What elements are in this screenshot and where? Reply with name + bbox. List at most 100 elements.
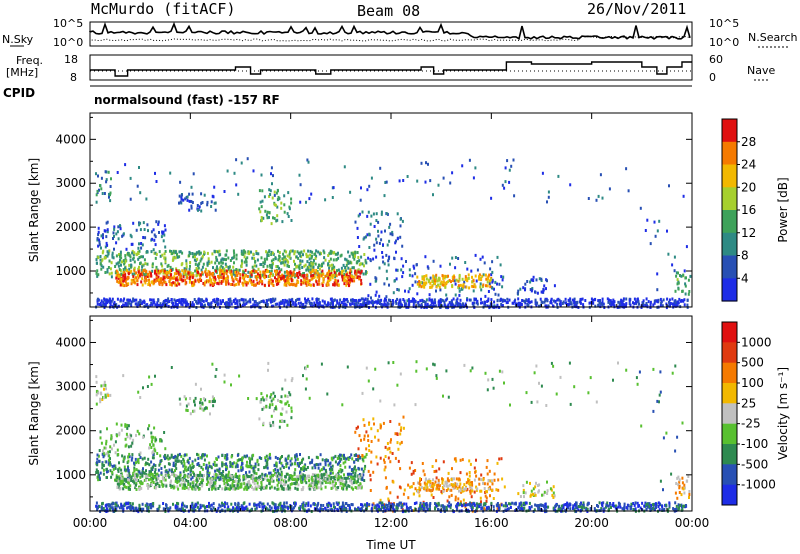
velocity-cell [173,485,176,489]
velocity-cell [219,477,222,481]
power-cell [133,298,136,302]
velocity-cell [209,485,212,488]
velocity-cell [182,485,185,489]
power-cell [476,302,479,306]
power-cell [412,299,415,303]
velocity-cell [194,396,197,400]
power-cell [194,269,197,273]
power-cell [395,277,398,281]
velocity-cell [125,479,128,483]
power-cell [385,295,388,299]
velocity-cell [148,463,151,467]
power-cell [352,255,355,259]
power-cell [112,237,114,240]
power-colorbar-tick-label: 20 [741,180,756,194]
velocity-cell [172,461,175,465]
velocity-cell [383,458,385,462]
power-cell [324,198,327,202]
velocity-cell [176,485,179,489]
power-cell [288,298,291,302]
power-cell [225,277,227,281]
velocity-cell [170,485,173,489]
power-cell [258,189,261,193]
power-cell [383,262,386,266]
power-cell [427,266,430,270]
velocity-cell [127,424,130,428]
power-cell [474,285,477,289]
velocity-cell [412,492,415,496]
power-cell [451,171,454,175]
power-cell [163,252,166,256]
velocity-cell [179,473,182,477]
power-cell [386,243,389,247]
power-cell [668,300,670,304]
power-cell [115,269,118,273]
power-cell [309,253,312,257]
power-cell [597,303,600,307]
power-cell [122,279,125,283]
power-cell [123,297,126,301]
power-cell [300,279,303,283]
velocity-cell [154,483,157,486]
power-cell [322,249,325,253]
velocity-cell [265,397,268,401]
velocity-cell [208,461,211,465]
velocity-cell [296,475,299,479]
power-cell [545,287,547,291]
velocity-cell [105,452,108,456]
velocity-cell [317,463,320,467]
power-cell [505,301,508,305]
velocity-cell [280,478,283,482]
velocity-cell [339,468,342,472]
power-cell [130,235,133,239]
velocity-cell [279,481,282,484]
power-cell [455,278,458,282]
power-cell [119,253,122,256]
velocity-cell [136,478,138,482]
power-cell [466,267,469,271]
velocity-cell [293,471,296,475]
velocity-cell [224,454,227,457]
power-cell [364,297,367,301]
power-cell [447,306,450,310]
power-cell [223,190,226,193]
power-cell [138,274,141,278]
power-cell [661,304,664,308]
velocity-cell [354,465,356,469]
power-cell [164,228,167,232]
power-cell [228,303,231,307]
velocity-cell [120,468,123,472]
velocity-cell [203,474,205,477]
power-cell [597,299,600,303]
velocity-cell [181,478,184,482]
power-cell [330,272,333,275]
power-cell [276,265,279,269]
power-cell [451,256,454,260]
velocity-cell [343,456,345,460]
velocity-cell [267,478,270,482]
velocity-cell [277,478,280,482]
power-cell [333,281,336,285]
power-cell [266,303,269,306]
power-cell [173,298,176,302]
power-cell [499,263,502,267]
velocity-cell [152,443,155,447]
power-cell [161,253,164,257]
power-cell [336,269,338,273]
power-cell [162,239,165,243]
velocity-cell [129,436,132,440]
power-cell [188,254,191,258]
power-cell [340,273,343,277]
power-cell [121,260,123,264]
velocity-cell [173,474,176,478]
velocity-cell [135,468,138,472]
velocity-cell [212,397,215,401]
power-cell [147,283,150,286]
power-cell [220,264,223,268]
power-cell [222,299,224,303]
velocity-cell [211,477,214,481]
power-cell [153,233,156,237]
velocity-cell [386,447,389,451]
power-cell [280,277,282,280]
velocity-cell [113,464,116,468]
